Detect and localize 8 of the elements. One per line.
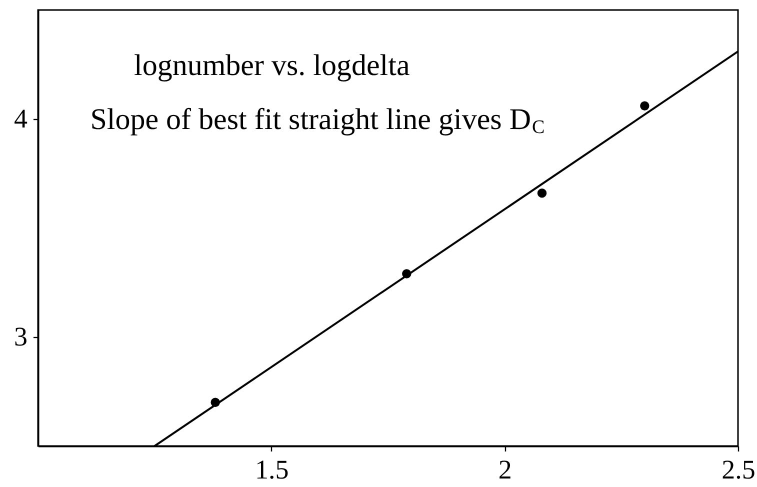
x-tick-label: 2 [498, 454, 512, 484]
point [537, 188, 547, 198]
y-tick-label: 4 [14, 104, 28, 134]
y-tick-label: 3 [14, 322, 28, 352]
annotation: lognumber vs. logdelta [134, 49, 410, 82]
x-tick-label: 1.5 [254, 454, 289, 484]
x-tick-label: 2.5 [722, 454, 756, 484]
point [640, 101, 650, 111]
